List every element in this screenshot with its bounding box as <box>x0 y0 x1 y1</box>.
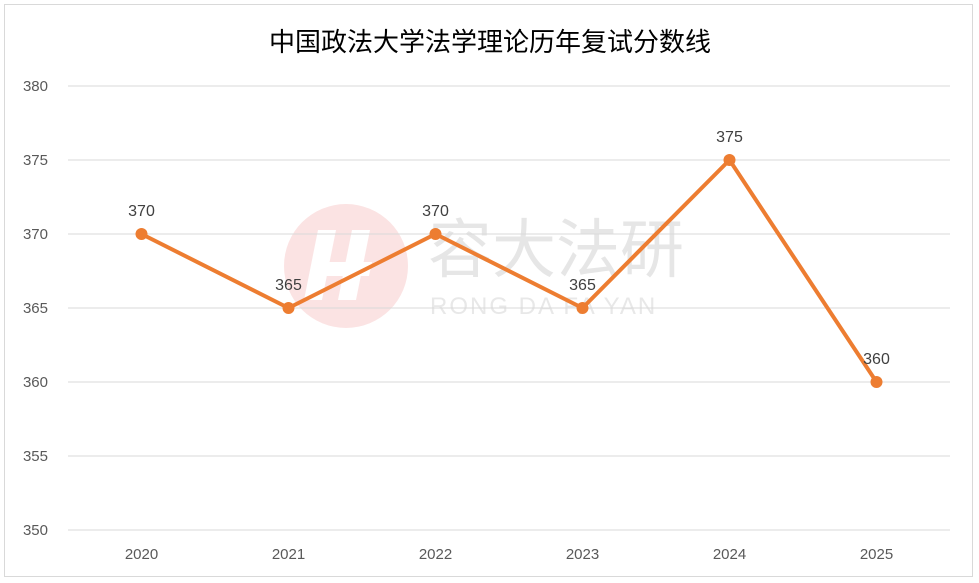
y-tick-label-355: 355 <box>23 448 48 465</box>
data-labels: 370 365 370 365 375 360 <box>128 129 890 368</box>
data-point-2024 <box>723 154 736 166</box>
data-label-2024: 375 <box>716 129 743 146</box>
x-tick-label-2025: 2025 <box>860 546 893 563</box>
y-axis: 350 355 360 365 370 375 380 <box>23 78 48 539</box>
x-tick-label-2023: 2023 <box>566 546 599 563</box>
y-tick-label-365: 365 <box>23 300 48 317</box>
watermark-subtext: RONG DA FA YAN <box>430 293 657 320</box>
series-line-0 <box>139 158 879 384</box>
x-tick-label-2020: 2020 <box>125 546 158 563</box>
data-label-2022: 370 <box>422 203 449 220</box>
y-tick-label-350: 350 <box>23 522 48 539</box>
x-tick-label-2022: 2022 <box>419 546 452 563</box>
data-point-2022 <box>429 228 442 240</box>
data-point-2025 <box>870 376 883 388</box>
data-point-2023 <box>576 302 589 314</box>
data-point-2021 <box>282 302 295 314</box>
y-tick-label-360: 360 <box>23 374 48 391</box>
data-label-2020: 370 <box>128 203 155 220</box>
data-point-2020 <box>135 228 148 240</box>
x-tick-label-2021: 2021 <box>272 546 305 563</box>
data-label-2023: 365 <box>569 277 596 294</box>
x-axis: 2020 2021 2022 2023 2024 2025 <box>125 546 893 563</box>
y-tick-label-370: 370 <box>23 226 48 243</box>
y-tick-label-380: 380 <box>23 78 48 95</box>
chart-title: 中国政法大学法学理论历年复试分数线 <box>269 28 711 58</box>
y-tick-label-375: 375 <box>23 152 48 169</box>
data-label-2025: 360 <box>863 351 890 368</box>
series-layer <box>135 154 883 388</box>
chart-frame <box>4 4 973 577</box>
x-tick-label-2024: 2024 <box>713 546 746 563</box>
watermark-logo <box>284 204 408 328</box>
data-label-2021: 365 <box>275 277 302 294</box>
gridlines <box>68 85 950 531</box>
